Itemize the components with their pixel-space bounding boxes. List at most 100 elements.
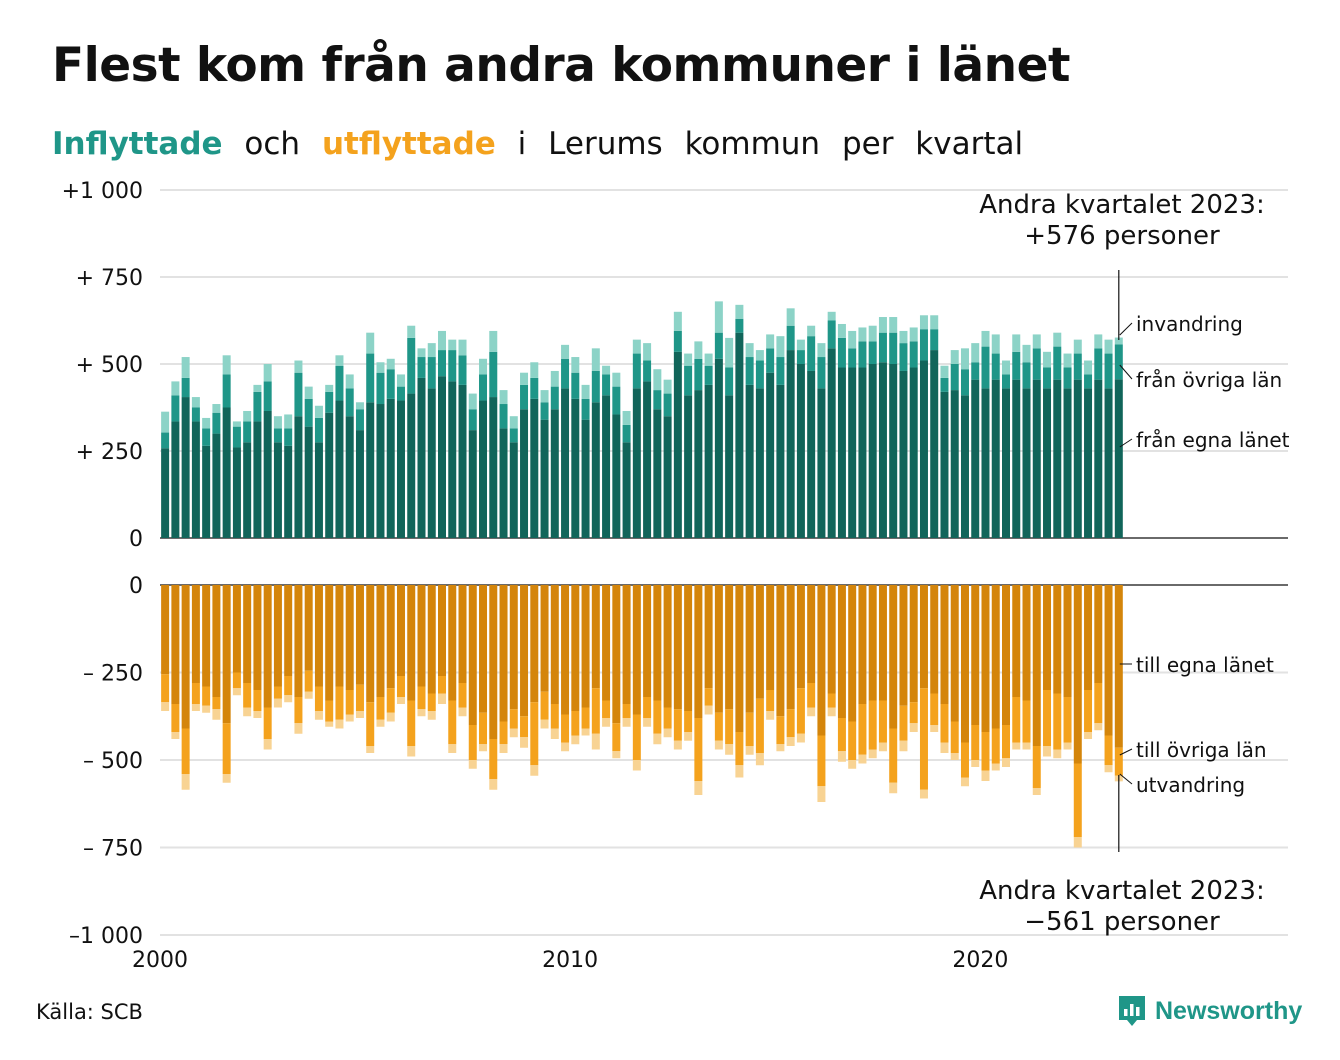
bar-out-till-övriga-län [325,700,334,722]
bar-out-till-egna-länet [386,585,395,689]
bar-in-från-egna-länet [991,379,1000,538]
bar-out-utvandring [325,721,334,727]
bar-in-från-övriga-län [909,341,918,368]
bar-out-utvandring [1012,742,1021,750]
subtitle-word: per [841,126,894,162]
bar-out-till-övriga-län [202,686,211,706]
bar-in-invandring [243,410,252,422]
bar-out-till-egna-länet [899,585,908,706]
bar-out-till-övriga-län [1032,746,1041,788]
bar-in-invandring [1022,344,1031,363]
bar-in-från-övriga-län [191,407,200,422]
bar-out-till-egna-länet [171,585,180,704]
bar-out-utvandring [817,786,826,802]
bar-in-från-egna-länet [540,419,549,538]
bar-in-invandring [858,327,867,342]
bar-out-utvandring [1022,742,1031,750]
bar-out-utvandring [468,760,477,769]
bar-in-från-övriga-län [960,369,969,396]
bar-out-utvandring [776,744,785,752]
bar-out-till-egna-länet [253,585,262,690]
bar-out-utvandring [520,737,529,748]
bar-in-från-övriga-län [263,381,272,411]
bar-out-till-egna-länet [919,585,928,689]
bar-in-från-egna-länet [1104,388,1113,538]
top-y-tick-label: +1 000 [62,179,143,204]
bar-out-till-egna-länet [1104,585,1113,736]
bar-out-utvandring [479,744,488,752]
bar-in-från-övriga-län [355,409,364,431]
series-label-out: utvandring [1136,773,1245,797]
bar-in-från-övriga-län [796,350,805,364]
bar-in-från-övriga-län [366,353,375,403]
bar-in-från-egna-länet [1063,388,1072,538]
bar-out-till-övriga-län [1043,690,1052,746]
bar-out-till-egna-länet [735,585,744,732]
bar-in-från-egna-länet [1073,379,1082,538]
bar-in-från-egna-länet [571,398,580,538]
bar-in-från-egna-länet [817,388,826,538]
bar-out-till-övriga-län [673,709,682,741]
bar-in-invandring [161,411,170,433]
bar-in-invandring [1053,332,1062,347]
bar-in-från-egna-länet [858,367,867,538]
bar-in-invandring [294,360,303,373]
logo-text: Newsworthy [1155,996,1303,1025]
bar-in-invandring [202,417,211,429]
bar-out-utvandring [848,760,857,769]
bar-out-till-egna-länet [725,585,734,710]
bar-out-utvandring [212,709,221,720]
bar-out-till-övriga-län [499,721,508,745]
bar-out-till-övriga-län [335,686,344,720]
bar-out-till-övriga-län [755,698,764,753]
bar-out-utvandring [1043,746,1052,757]
bar-in-från-övriga-län [673,330,682,352]
bar-out-till-övriga-län [612,723,621,752]
bar-in-från-övriga-län [602,374,611,396]
bar-in-från-övriga-län [407,337,416,394]
bar-out-till-egna-länet [1002,585,1010,725]
bar-out-till-egna-länet [776,585,785,717]
bar-out-utvandring [653,733,662,745]
bar-in-från-egna-länet [550,409,559,538]
bar-out-till-övriga-län [1084,690,1093,732]
bar-out-utvandring [868,749,877,759]
newsworthy-logo: Newsworthy [1117,994,1302,1028]
bar-in-från-övriga-län [817,357,826,389]
series-label-in: från egna länet [1136,428,1290,452]
bar-in-från-egna-länet [294,416,303,538]
bar-out-utvandring [612,751,621,759]
bar-in-från-övriga-län [181,377,190,398]
bar-out-till-egna-länet [212,585,221,697]
bar-in-invandring [766,334,775,349]
bar-out-till-egna-länet [796,585,805,689]
bar-out-till-egna-länet [878,585,887,701]
bar-in-från-egna-länet [171,421,180,538]
bar-in-från-egna-länet [899,370,908,538]
bottom-panel-bars [161,585,1123,848]
bar-in-från-egna-länet [643,381,652,538]
bar-out-utvandring [981,770,990,781]
bar-out-utvandring [1053,749,1062,759]
bar-out-till-övriga-län [448,700,457,745]
bar-out-till-övriga-län [263,707,272,739]
bar-in-från-egna-länet [355,430,364,538]
bar-out-utvandring [284,695,293,703]
bar-out-till-övriga-län [540,691,549,720]
series-leader-line [1119,748,1133,756]
bar-out-till-egna-länet [930,585,939,694]
bar-in-från-egna-länet [581,419,590,538]
bar-in-invandring [622,410,631,425]
bar-out-utvandring [407,746,416,757]
bar-out-utvandring [755,753,764,766]
bar-in-från-egna-länet [827,348,836,538]
bar-out-utvandring [889,782,898,794]
bar-out-utvandring [643,718,652,727]
bar-in-invandring [1032,334,1041,349]
bar-out-till-egna-länet [643,585,652,697]
bar-in-från-egna-länet [263,410,272,538]
bar-out-till-egna-länet [273,585,282,687]
bar-out-utvandring [909,723,918,732]
bar-in-från-övriga-län [1012,351,1021,380]
bar-out-till-övriga-län [273,686,282,699]
